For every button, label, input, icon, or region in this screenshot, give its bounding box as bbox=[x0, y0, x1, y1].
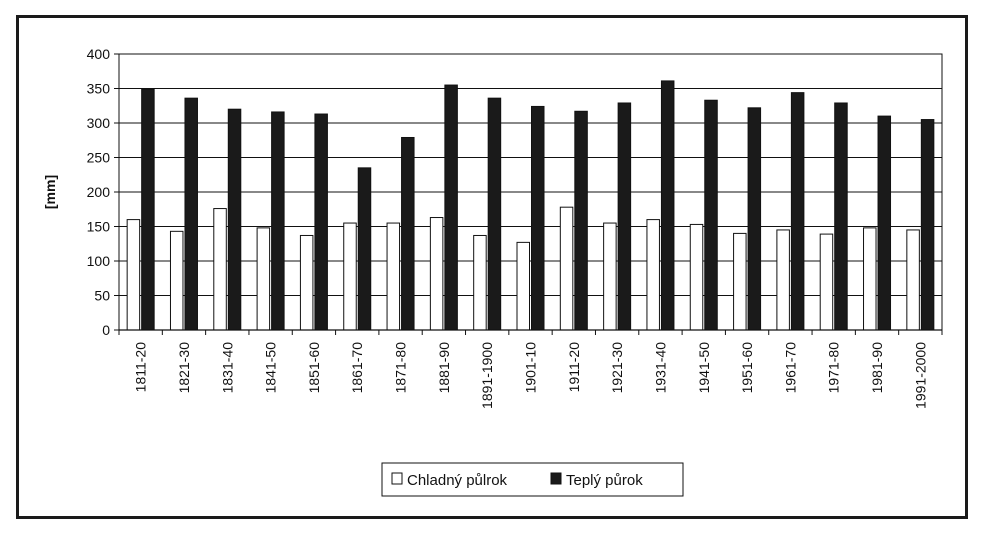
bar-teply bbox=[790, 92, 805, 331]
bar-chladny bbox=[863, 227, 877, 331]
x-tick-label: 1951-60 bbox=[739, 342, 755, 394]
legend-swatch-teply bbox=[550, 472, 562, 485]
bar-teply bbox=[877, 115, 892, 331]
x-tick-label: 1881-90 bbox=[436, 342, 452, 394]
bar-teply bbox=[660, 80, 675, 331]
bar-chladny bbox=[646, 219, 660, 331]
bar-teply bbox=[704, 99, 718, 331]
bar-teply bbox=[401, 136, 415, 331]
y-tick-label: 300 bbox=[87, 115, 111, 131]
x-tick-label: 1841-50 bbox=[263, 342, 279, 394]
bar-teply bbox=[487, 97, 502, 331]
x-tick-label: 1991-2000 bbox=[912, 342, 928, 409]
legend-swatch-chladny bbox=[391, 472, 403, 485]
y-tick-label: 100 bbox=[87, 253, 111, 269]
legend-label-chladny: Chladný půlrok bbox=[407, 472, 508, 489]
bar-teply bbox=[184, 97, 198, 331]
y-axis-label: [mm] bbox=[42, 175, 58, 209]
legend-label-teply: Teplý půrok bbox=[566, 472, 643, 489]
bar-chladny bbox=[906, 229, 920, 331]
y-tick-label: 400 bbox=[87, 46, 111, 62]
bar-chladny bbox=[343, 222, 357, 331]
x-tick-label: 1891-1900 bbox=[479, 342, 495, 409]
bar-teply bbox=[617, 102, 632, 331]
bar-chladny bbox=[603, 222, 617, 331]
bar-teply bbox=[227, 108, 242, 331]
x-tick-label: 1861-70 bbox=[349, 342, 365, 394]
bar-teply bbox=[531, 105, 545, 331]
x-tick-label: 1961-70 bbox=[782, 342, 798, 394]
bar-teply bbox=[271, 111, 285, 331]
bar-chladny bbox=[559, 206, 574, 331]
x-tick-label: 1941-50 bbox=[696, 342, 712, 394]
bar-chladny bbox=[169, 230, 184, 331]
legend-box bbox=[381, 462, 684, 497]
bar-teply bbox=[920, 119, 935, 331]
bar-chladny bbox=[213, 208, 227, 331]
y-tick-label: 0 bbox=[102, 322, 110, 338]
legend: Chladný půlrok Teplý půrok bbox=[381, 462, 684, 497]
y-tick-label: 200 bbox=[87, 184, 111, 200]
x-tick-label: 1821-30 bbox=[176, 342, 192, 394]
bar-teply bbox=[357, 167, 372, 331]
y-tick-label: 50 bbox=[94, 288, 110, 304]
bar-teply bbox=[747, 107, 762, 331]
bar-chladny bbox=[386, 222, 401, 331]
x-tick-label: 1831-40 bbox=[219, 342, 235, 394]
bars bbox=[126, 80, 935, 331]
bar-teply bbox=[141, 88, 155, 331]
bar-chladny bbox=[473, 234, 487, 331]
bar-chladny bbox=[776, 229, 790, 331]
bar-chladny bbox=[299, 234, 314, 331]
y-tick-label: 150 bbox=[87, 219, 111, 235]
bar-chladny bbox=[516, 241, 530, 331]
x-tick-label: 1851-60 bbox=[306, 342, 322, 394]
x-tick-label: 1811-20 bbox=[133, 342, 149, 393]
x-tick-label: 1901-10 bbox=[523, 342, 539, 394]
gridlines bbox=[118, 53, 943, 331]
x-tick-label: 1871-80 bbox=[393, 342, 409, 394]
bar-teply bbox=[834, 102, 848, 331]
bar-teply bbox=[574, 110, 588, 331]
bar-chladny bbox=[819, 233, 834, 331]
x-tick-label: 1921-30 bbox=[609, 342, 625, 394]
bar-chladny bbox=[689, 223, 704, 331]
bar-chladny bbox=[126, 219, 141, 331]
bar-teply bbox=[444, 84, 458, 331]
y-tick-label: 250 bbox=[87, 150, 111, 166]
x-tick-label: 1971-80 bbox=[826, 342, 842, 394]
x-tick-label: 1931-40 bbox=[652, 342, 668, 394]
axes: 0 50 100 150 200 250 300 350 400 1811-20 1821-30 18… bbox=[87, 46, 943, 409]
bar-teply bbox=[314, 113, 328, 331]
bar-chladny bbox=[256, 227, 271, 331]
bar-chladny bbox=[733, 232, 747, 331]
bar-chladny bbox=[429, 217, 444, 331]
x-tick-label: 1981-90 bbox=[869, 342, 885, 394]
x-tick-label: 1911-20 bbox=[566, 342, 582, 393]
y-tick-label: 350 bbox=[87, 81, 111, 97]
